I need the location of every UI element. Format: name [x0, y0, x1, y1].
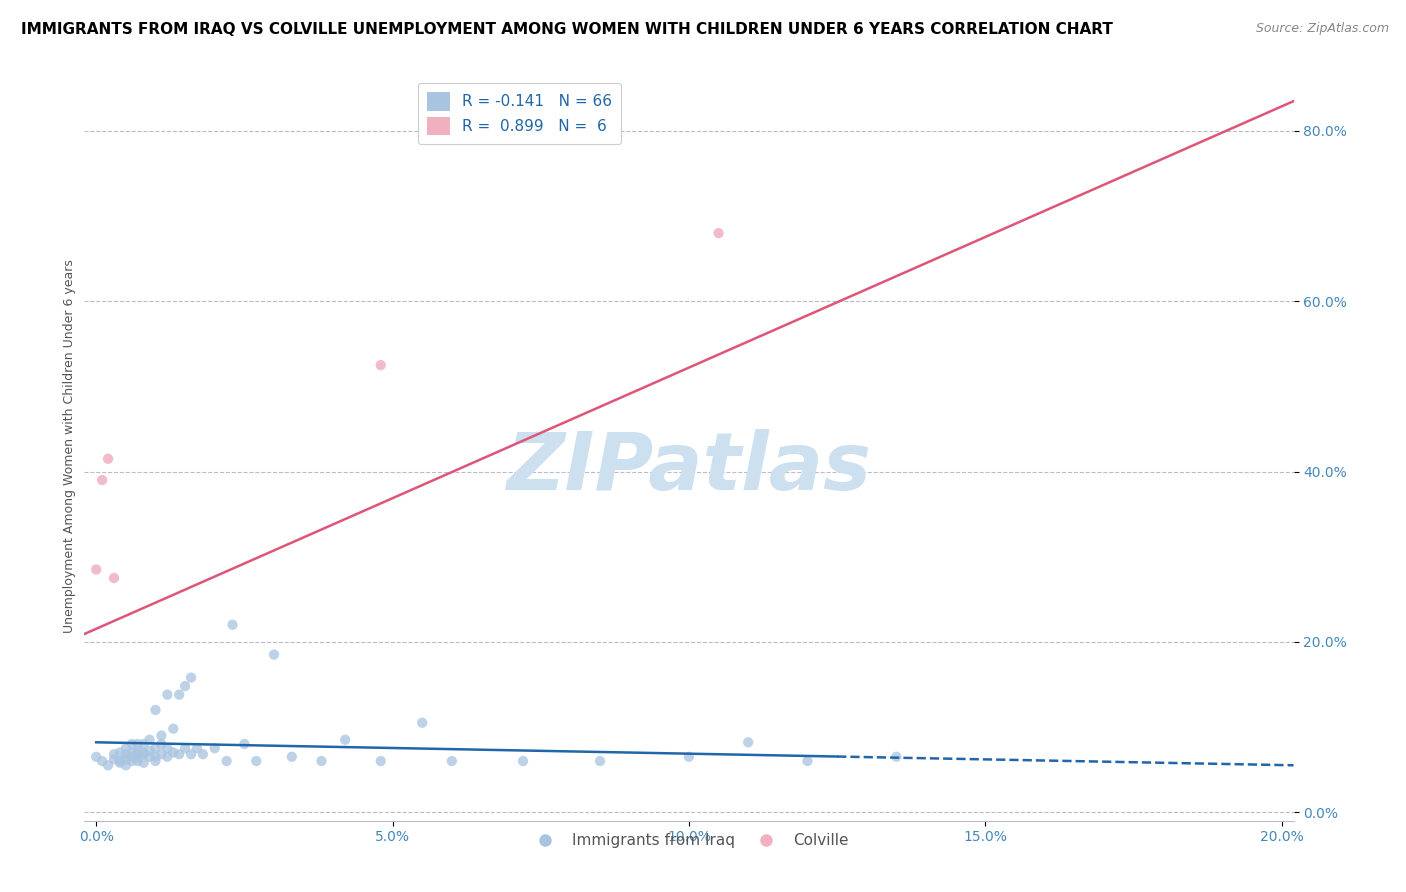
Point	[167, 747, 190, 762]
Point	[132, 756, 155, 770]
Point	[180, 747, 202, 762]
Point	[132, 746, 155, 760]
Point	[162, 722, 184, 736]
Point	[180, 671, 202, 685]
Point	[174, 741, 197, 756]
Point	[589, 754, 612, 768]
Point	[145, 703, 167, 717]
Point	[132, 747, 155, 762]
Point	[156, 688, 179, 702]
Point	[311, 754, 333, 768]
Point	[97, 758, 120, 772]
Point	[108, 756, 131, 770]
Point	[108, 754, 131, 768]
Point	[221, 617, 243, 632]
Point	[108, 746, 131, 760]
Point	[440, 754, 463, 768]
Point	[204, 741, 226, 756]
Point	[156, 741, 179, 756]
Point	[174, 679, 197, 693]
Point	[84, 749, 107, 764]
Point	[886, 749, 908, 764]
Point	[132, 737, 155, 751]
Point	[115, 741, 138, 756]
Point	[186, 741, 208, 756]
Point	[167, 688, 190, 702]
Point	[127, 737, 149, 751]
Point	[512, 754, 534, 768]
Point	[127, 754, 149, 768]
Point	[127, 749, 149, 764]
Point	[103, 752, 125, 766]
Point	[245, 754, 267, 768]
Point	[707, 226, 730, 240]
Point	[333, 732, 356, 747]
Point	[115, 752, 138, 766]
Text: IMMIGRANTS FROM IRAQ VS COLVILLE UNEMPLOYMENT AMONG WOMEN WITH CHILDREN UNDER 6 : IMMIGRANTS FROM IRAQ VS COLVILLE UNEMPLO…	[21, 22, 1114, 37]
Point	[121, 749, 143, 764]
Point	[678, 749, 700, 764]
Point	[103, 571, 125, 585]
Point	[191, 747, 214, 762]
Point	[121, 737, 143, 751]
Point	[115, 747, 138, 762]
Point	[121, 754, 143, 768]
Point	[162, 746, 184, 760]
Point	[115, 758, 138, 772]
Text: Source: ZipAtlas.com: Source: ZipAtlas.com	[1256, 22, 1389, 36]
Point	[233, 737, 256, 751]
Point	[215, 754, 238, 768]
Point	[127, 744, 149, 758]
Point	[737, 735, 759, 749]
Legend: Immigrants from Iraq, Colville: Immigrants from Iraq, Colville	[523, 827, 855, 855]
Y-axis label: Unemployment Among Women with Children Under 6 years: Unemployment Among Women with Children U…	[63, 259, 76, 633]
Point	[138, 744, 160, 758]
Point	[145, 754, 167, 768]
Point	[91, 473, 114, 487]
Point	[150, 747, 173, 762]
Point	[138, 749, 160, 764]
Point	[370, 358, 392, 372]
Point	[97, 451, 120, 466]
Point	[263, 648, 285, 662]
Point	[150, 737, 173, 751]
Point	[411, 715, 433, 730]
Text: ZIPatlas: ZIPatlas	[506, 429, 872, 508]
Point	[103, 747, 125, 762]
Point	[156, 749, 179, 764]
Point	[150, 729, 173, 743]
Point	[84, 562, 107, 576]
Point	[145, 749, 167, 764]
Point	[121, 746, 143, 760]
Point	[370, 754, 392, 768]
Point	[91, 754, 114, 768]
Point	[796, 754, 818, 768]
Point	[145, 741, 167, 756]
Point	[127, 747, 149, 762]
Point	[138, 732, 160, 747]
Point	[281, 749, 304, 764]
